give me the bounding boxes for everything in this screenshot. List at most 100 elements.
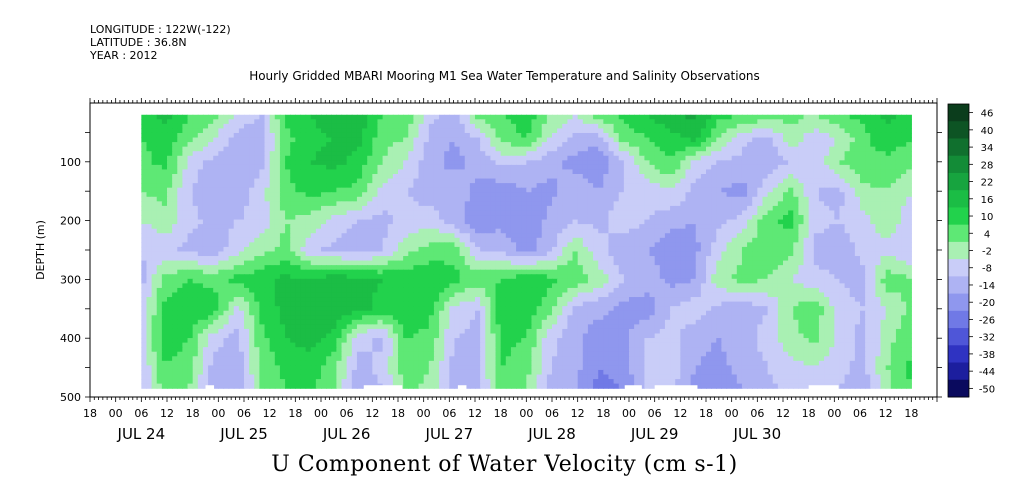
heatmap-cell [567, 114, 574, 120]
heatmap-cell [315, 128, 322, 134]
heatmap-cell [141, 233, 148, 239]
heatmap-cell [310, 128, 317, 134]
heatmap-cell [244, 137, 250, 143]
heatmap-cell [146, 160, 153, 166]
heatmap-cell [757, 210, 764, 216]
heatmap-cell [613, 233, 620, 239]
heatmap-cell [331, 128, 337, 134]
heatmap-cell [644, 183, 651, 189]
heatmap-cell [228, 155, 235, 161]
heatmap-cell [526, 146, 533, 152]
heatmap-cell [403, 119, 409, 125]
heatmap-cell [177, 137, 183, 143]
heatmap-cell [798, 142, 805, 148]
heatmap-cell [582, 114, 589, 120]
heatmap-cell [526, 260, 533, 266]
heatmap-cell [197, 142, 204, 148]
heatmap-cell [321, 169, 327, 175]
heatmap-cell [634, 246, 640, 253]
heatmap-cell [798, 260, 805, 266]
heatmap-cell [767, 215, 774, 221]
heatmap-cell [772, 164, 779, 171]
heatmap-cell [218, 132, 225, 139]
heatmap-cell [187, 174, 194, 180]
heatmap-cell [531, 164, 538, 171]
heatmap-cell [464, 155, 471, 161]
heatmap-cell [218, 183, 225, 189]
heatmap-cell [233, 215, 240, 221]
heatmap-cell [649, 132, 656, 139]
heatmap-cell [372, 201, 379, 207]
heatmap-cell [403, 178, 409, 184]
heatmap-cell [716, 251, 722, 257]
heatmap-cell [228, 123, 235, 130]
heatmap-cell [634, 128, 640, 134]
heatmap-cell [598, 155, 604, 161]
heatmap-cell [890, 160, 897, 166]
heatmap-cell [546, 210, 553, 216]
heatmap-cell [721, 210, 728, 216]
heatmap-cell [654, 228, 661, 234]
heatmap-cell [813, 178, 820, 184]
heatmap-cell [336, 155, 343, 161]
heatmap-cell [161, 196, 168, 202]
heatmap-cell [885, 233, 892, 239]
heatmap-cell [747, 178, 753, 184]
heatmap-cell [433, 251, 440, 257]
heatmap-cell [392, 251, 399, 257]
heatmap-cell [526, 164, 533, 171]
heatmap-cell [346, 164, 353, 171]
heatmap-cell [552, 219, 558, 225]
heatmap-cell [177, 155, 183, 161]
heatmap-cell [818, 137, 825, 143]
heatmap-cell [803, 119, 810, 125]
heatmap-cell [829, 260, 835, 266]
heatmap-cell [783, 169, 789, 175]
heatmap-cell [629, 260, 635, 266]
heatmap-cell [762, 260, 769, 266]
heatmap-cell [582, 164, 589, 171]
heatmap-cell [567, 123, 574, 130]
heatmap-cell [305, 201, 312, 207]
heatmap-cell [321, 242, 327, 248]
heatmap-cell [485, 205, 491, 212]
heatmap-cell [274, 151, 281, 157]
heatmap-cell [300, 228, 307, 234]
heatmap-cell [269, 132, 276, 139]
heatmap-cell [285, 164, 291, 171]
heatmap-cell [495, 237, 502, 243]
heatmap-cell [670, 219, 676, 225]
heatmap-cell [249, 265, 255, 271]
heatmap-cell [793, 137, 799, 143]
heatmap-cell [480, 187, 486, 193]
heatmap-cell [839, 260, 846, 266]
heatmap-cell [444, 151, 450, 157]
heatmap-cell [362, 260, 368, 266]
heatmap-cell [495, 146, 502, 152]
heatmap-cell [880, 128, 887, 134]
heatmap-cell [546, 151, 553, 157]
heatmap-cell [644, 114, 651, 120]
heatmap-cell [644, 233, 651, 239]
heatmap-cell [475, 233, 481, 239]
heatmap-cell [290, 183, 296, 189]
heatmap-cell [567, 183, 574, 189]
heatmap-cell [808, 210, 815, 216]
heatmap-cell [356, 142, 363, 148]
heatmap-cell [880, 132, 887, 139]
heatmap-cell [654, 219, 661, 225]
heatmap-cell [741, 228, 748, 234]
heatmap-cell [408, 169, 414, 175]
heatmap-cell [587, 215, 594, 221]
heatmap-cell [747, 137, 753, 143]
heatmap-cell [326, 137, 332, 143]
heatmap-cell [731, 123, 738, 130]
heatmap-cell [813, 151, 820, 157]
heatmap-cell [259, 192, 266, 198]
heatmap-cell [736, 201, 743, 207]
heatmap-cell [736, 246, 743, 253]
heatmap-cell [572, 224, 579, 230]
heatmap-cell [228, 237, 235, 243]
heatmap-cell [141, 228, 148, 234]
heatmap-cell [315, 233, 322, 239]
